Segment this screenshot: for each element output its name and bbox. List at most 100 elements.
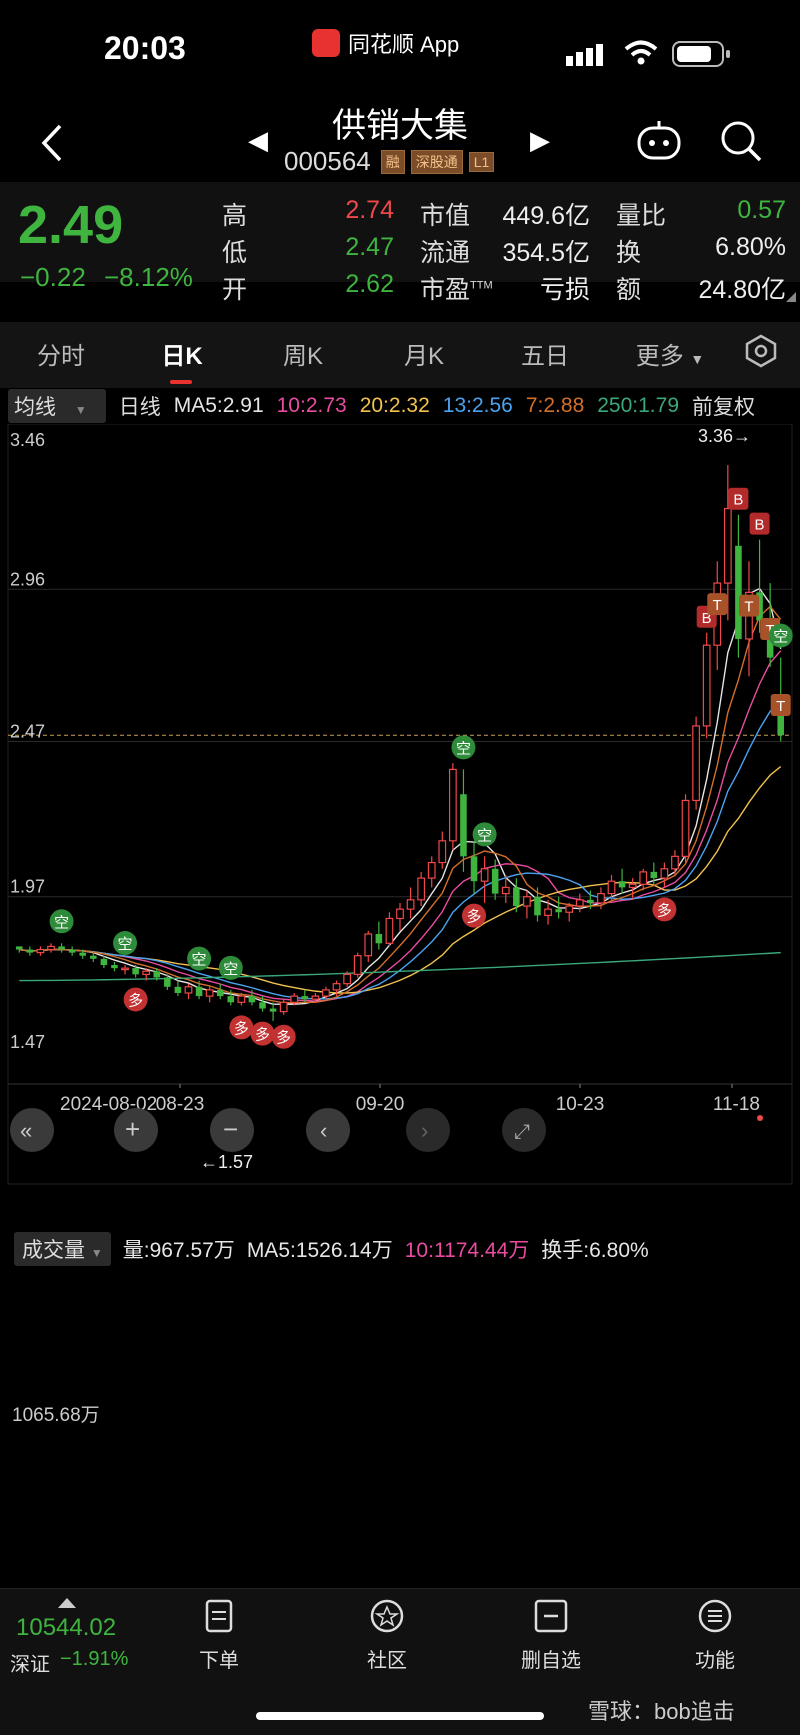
menu-icon: [698, 1599, 732, 1633]
ma13-value: 13:2.56: [442, 394, 513, 417]
candle-body-up: [47, 945, 55, 951]
back-button[interactable]: [36, 120, 72, 166]
market-cap-value: 449.6亿: [502, 202, 590, 230]
nav-functions-label: 功能: [695, 1650, 735, 1672]
fullscreen-button[interactable]: ⤢: [502, 1108, 546, 1152]
signal-label: B: [755, 517, 765, 534]
adjust-mode[interactable]: 前复权: [692, 396, 755, 419]
quote-panel: [0, 182, 800, 282]
chart-settings-icon[interactable]: [744, 334, 778, 368]
nav-order[interactable]: 下单: [174, 1598, 264, 1673]
amount-label: 额: [616, 276, 642, 304]
signal-label: 空: [477, 827, 492, 844]
candle-body-up: [565, 905, 574, 913]
index-expand-icon[interactable]: [58, 1598, 76, 1608]
candle-body-down: [735, 545, 742, 639]
nav-remove-watchlist-label: 删自选: [521, 1650, 581, 1672]
nav-functions[interactable]: 功能: [670, 1598, 760, 1673]
candle-body-up: [438, 840, 447, 864]
tab-five-day[interactable]: 五日: [521, 343, 569, 370]
index-value[interactable]: 10544.02: [16, 1614, 117, 1641]
candle-body-down: [79, 952, 87, 956]
volume-dropdown[interactable]: 成交量 ▼: [14, 1232, 111, 1266]
home-indicator[interactable]: [256, 1712, 544, 1720]
chevron-down-icon: ▼: [74, 403, 87, 417]
candle-body-up: [343, 973, 352, 985]
candle-body-up: [523, 896, 531, 907]
bottom-bar: [0, 1588, 800, 1735]
search-icon[interactable]: [718, 118, 764, 164]
signal-label: 多: [467, 909, 482, 926]
nav-remove-watchlist[interactable]: 删自选: [506, 1598, 596, 1673]
signal-marker: [49, 909, 74, 934]
volume-ratio-value: 0.57: [737, 196, 786, 224]
kline-chart[interactable]: 空空空空多多多多空空多多BBBTTTT空 3.462.962.471.971.4…: [0, 424, 800, 1224]
wifi-icon: [624, 40, 658, 65]
signal-marker: [229, 1015, 254, 1040]
signal-marker: [728, 487, 749, 510]
x-tick-label: 09-20: [356, 1094, 405, 1115]
candle-body-up: [607, 880, 616, 895]
tab-intraday[interactable]: 分时: [37, 343, 85, 370]
y-axis-labels: 3.46 2.96 2.47 1.97 1.47: [10, 430, 45, 1052]
expand-corner-icon[interactable]: [786, 292, 796, 302]
candle-body-down: [90, 955, 97, 959]
candle-body-up: [311, 995, 320, 1000]
candle-body-up: [205, 989, 214, 997]
candle-body-down: [756, 592, 763, 621]
today-dot: [757, 1115, 763, 1121]
y-tick-label: 3.46: [10, 430, 45, 450]
candle-body-up: [417, 877, 426, 901]
candle-body-down: [555, 909, 562, 913]
robot-assistant-icon[interactable]: [636, 118, 682, 164]
signal-marker: [472, 822, 497, 847]
period-tab-bar: [0, 322, 800, 388]
open-label: 开: [222, 276, 248, 304]
zoom-out-button[interactable]: −: [210, 1108, 254, 1152]
turnover-label: 换: [616, 239, 642, 267]
signal-label: 空: [456, 740, 471, 757]
candle-body-down: [227, 996, 235, 1003]
signal-label: B: [733, 492, 743, 509]
battery-icon: [672, 41, 730, 67]
prev-stock-button[interactable]: ◀: [248, 125, 268, 155]
ma5-value: MA5:2.91: [173, 394, 264, 417]
cell-signal-icon: [566, 44, 603, 66]
pe-label: 市盈TTM: [420, 270, 493, 306]
app-badge[interactable]: 同花顺 App: [312, 28, 459, 58]
signal-label: 多: [255, 1027, 270, 1044]
signal-marker: [218, 955, 243, 980]
scroll-left-button[interactable]: ‹: [306, 1108, 350, 1152]
candle-body-down: [259, 1002, 266, 1009]
volume-value: 量:967.57万: [122, 1239, 235, 1262]
candle-body-up: [702, 644, 711, 727]
candle-body-up: [121, 967, 129, 971]
ma-dropdown-label: 均线: [14, 396, 56, 419]
nav-community[interactable]: 社区: [342, 1598, 432, 1673]
turnover-value: 6.80%: [715, 233, 786, 261]
candle-body-down: [460, 794, 467, 857]
tab-monthly-k[interactable]: 月K: [403, 343, 444, 370]
candle-body-down: [301, 996, 309, 1000]
chevron-down-icon: ▼: [90, 1246, 103, 1260]
tab-daily-k[interactable]: 日K: [161, 343, 203, 370]
collapse-left-button[interactable]: «: [10, 1108, 54, 1152]
candle-body-up: [406, 899, 415, 910]
candle-body-down: [491, 868, 499, 894]
next-stock-button[interactable]: ▶: [530, 125, 550, 155]
tab-more[interactable]: 更多 ▼: [620, 336, 720, 371]
candle-body-up: [671, 855, 679, 870]
candle-body-up: [501, 886, 510, 895]
tab-weekly-k[interactable]: 周K: [282, 343, 323, 370]
zoom-in-button[interactable]: +: [114, 1108, 158, 1152]
signal-marker: [123, 987, 148, 1012]
ma7-line: [19, 605, 782, 1004]
candle-body-down: [111, 965, 118, 969]
candle-body-up: [681, 799, 690, 857]
ma-dropdown[interactable]: 均线 ▼: [8, 389, 106, 423]
candle-body-down: [58, 946, 65, 950]
candle-body-up: [142, 970, 151, 975]
volume-tick-label: 1065.68万: [12, 1405, 100, 1426]
scroll-right-button[interactable]: ›: [406, 1108, 450, 1152]
candle-body-up: [692, 725, 700, 802]
